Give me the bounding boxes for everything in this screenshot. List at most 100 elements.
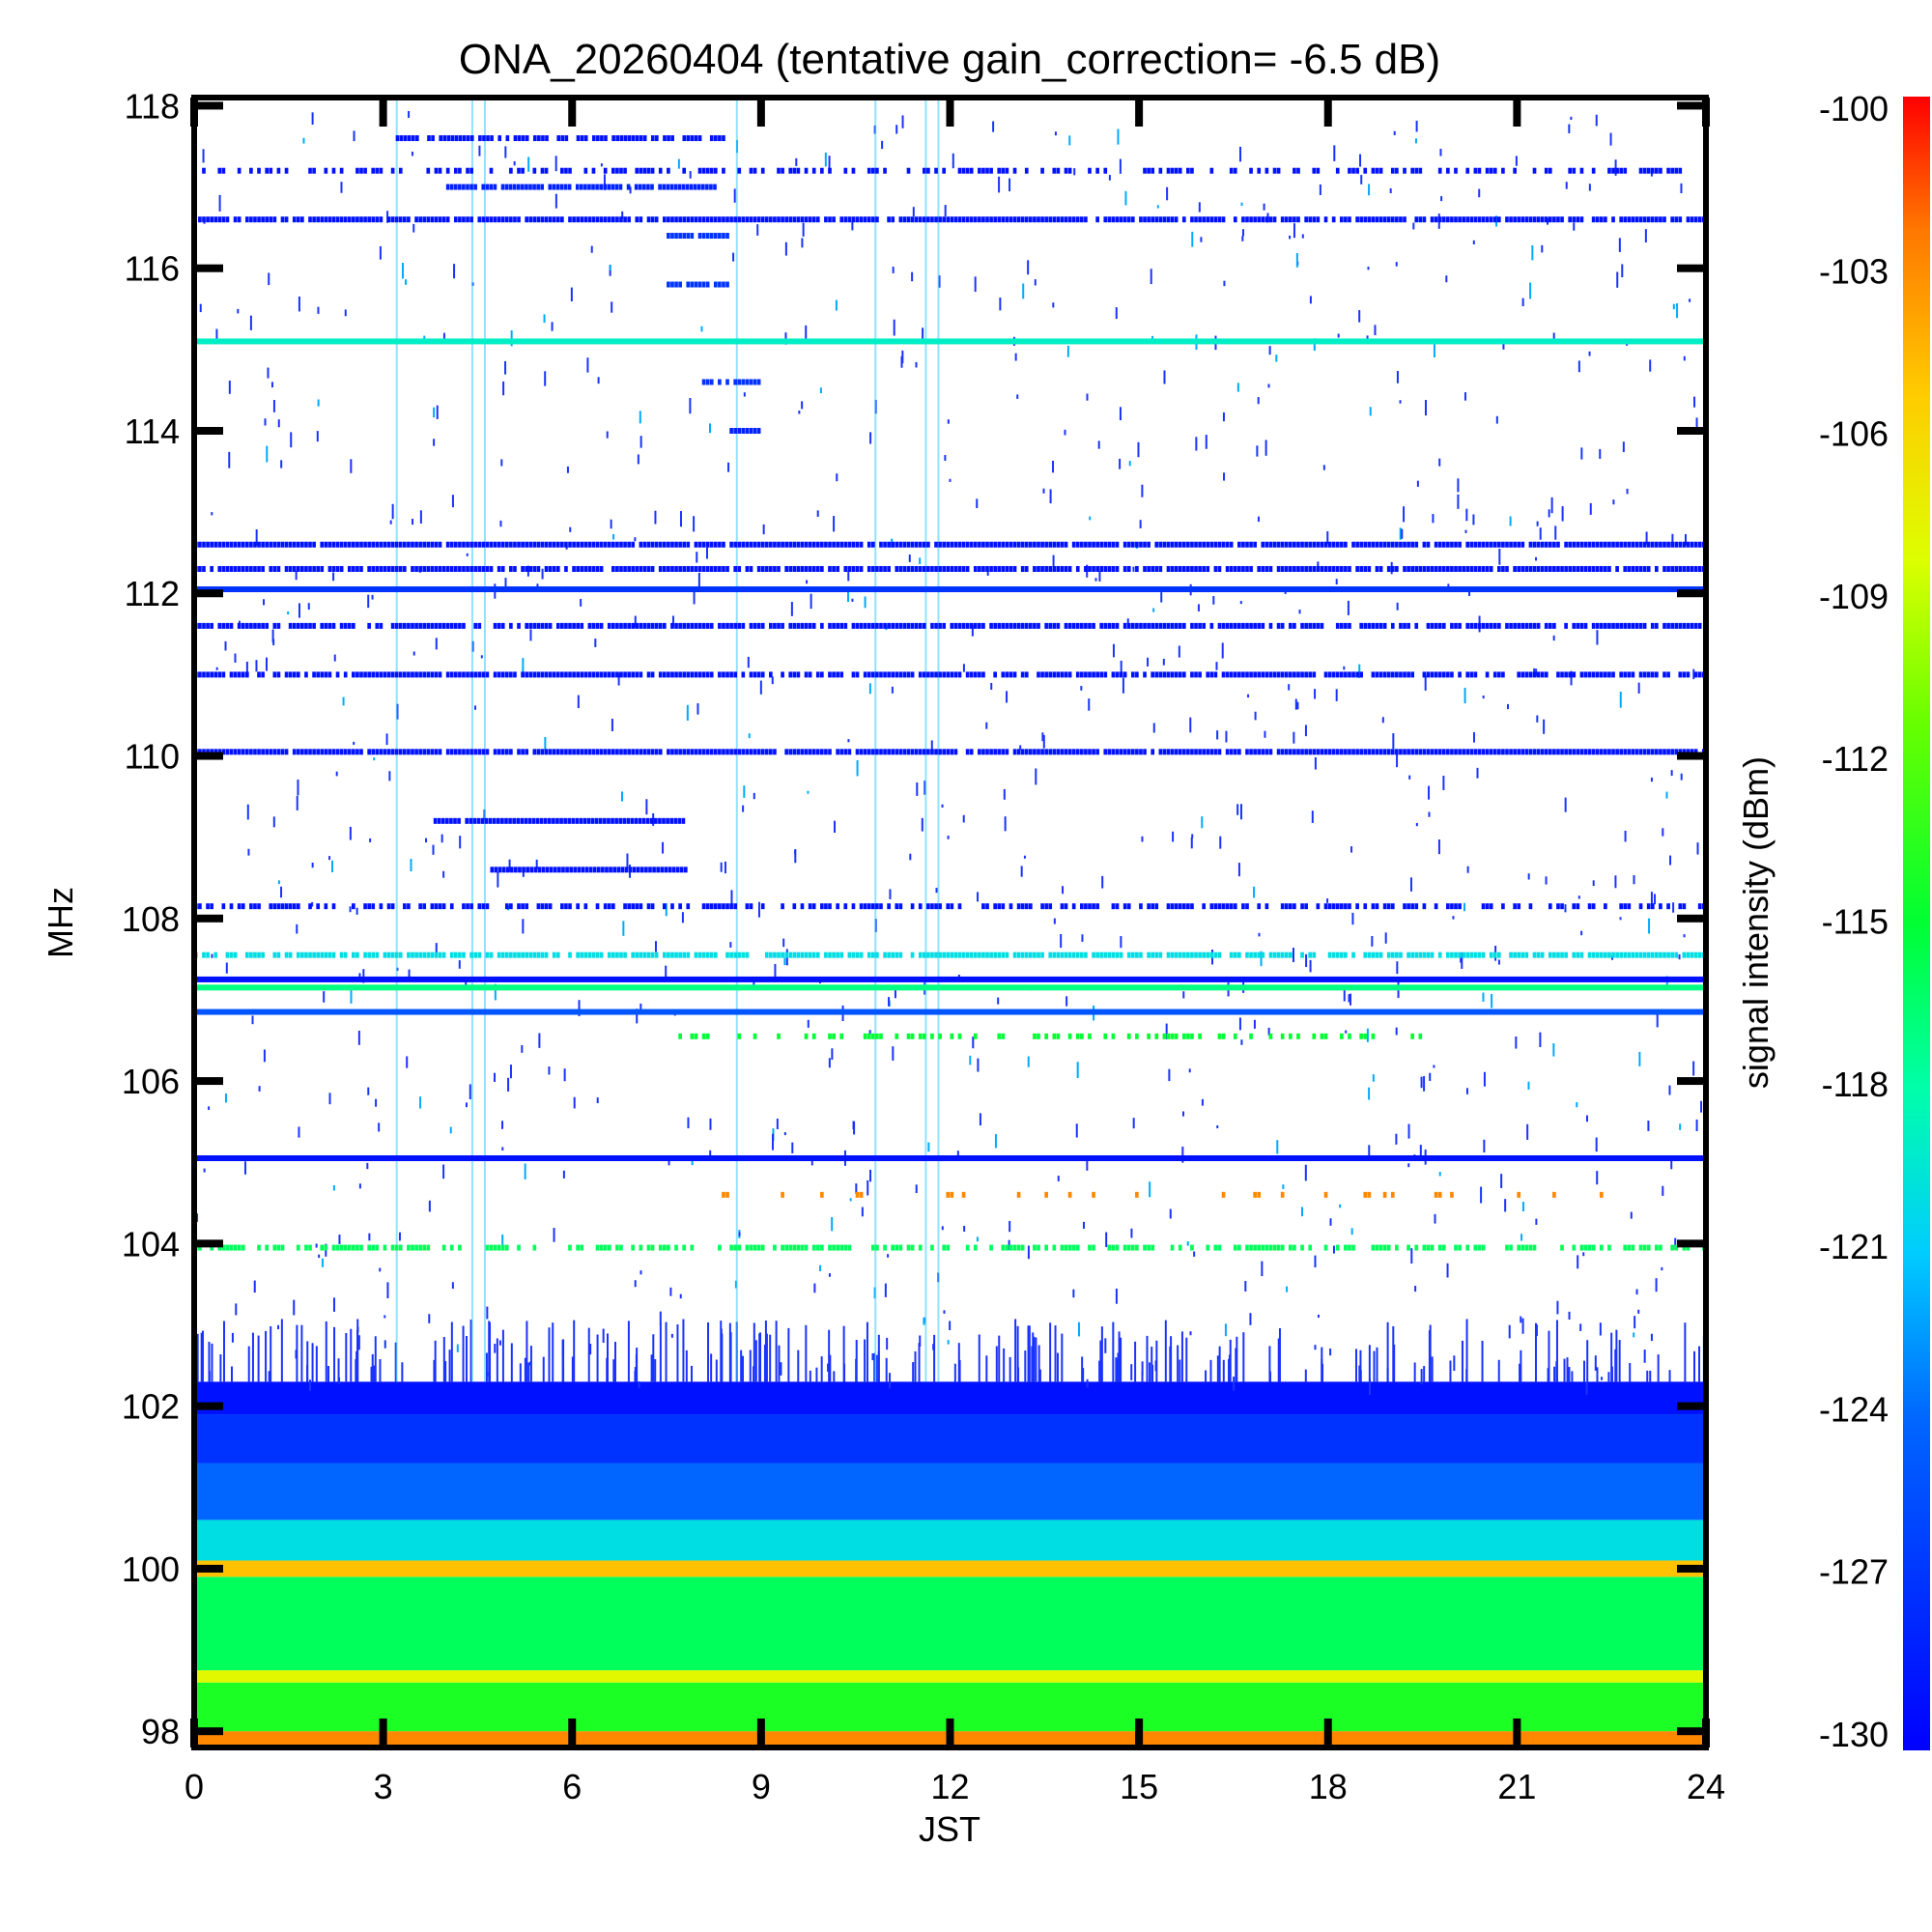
noise-speck [1442, 776, 1445, 790]
noise-speck [1502, 343, 1505, 350]
noise-speck [196, 1213, 199, 1222]
noise-spike [247, 1346, 250, 1382]
noise-speck [1396, 602, 1399, 611]
noise-speck [1695, 1119, 1698, 1131]
noise-speck [609, 264, 611, 271]
noise-speck [554, 193, 557, 209]
noise-speck [298, 1126, 300, 1138]
noise-speck [909, 853, 912, 861]
noise-speck [1305, 953, 1308, 967]
noise-speck [435, 943, 438, 955]
noise-speck [1665, 791, 1668, 799]
noise-speck [729, 942, 732, 948]
noise-spike [607, 1333, 610, 1382]
noise-spike [1216, 1355, 1219, 1382]
noise-speck [317, 306, 320, 314]
noise-speck [994, 1134, 997, 1149]
noise-speck [611, 301, 613, 313]
noise-speck [1082, 1221, 1085, 1229]
noise-speck [243, 1161, 246, 1175]
noise-speck [1526, 1123, 1529, 1140]
noise-speck [679, 511, 682, 527]
y-tick-label: 114 [125, 412, 180, 451]
noise-speck [513, 160, 516, 166]
station-line-107.15 [194, 984, 1706, 991]
noise-speck [1595, 114, 1598, 127]
noise-speck [1693, 396, 1696, 408]
noise-speck [1066, 345, 1069, 357]
noise-speck [1086, 1155, 1089, 1171]
noise-spike [371, 1353, 374, 1382]
noise-spike [1304, 1369, 1307, 1382]
noise-speck [266, 445, 269, 463]
noise-speck [379, 1267, 382, 1272]
noise-speck [1420, 1076, 1423, 1089]
x-tick-label: 0 [185, 1767, 204, 1806]
noise-spike [1615, 1329, 1618, 1382]
noise-spike [1566, 1357, 1569, 1382]
noise-spike [742, 1355, 745, 1382]
noise-speck [349, 826, 352, 840]
noise-speck [453, 264, 456, 279]
colorbar-tick-label: -106 [1819, 414, 1889, 454]
noise-speck [1350, 1228, 1353, 1236]
noise-spike [251, 1332, 254, 1382]
noise-speck [732, 252, 735, 262]
noise-speck [1437, 839, 1440, 855]
noise-speck [1256, 445, 1259, 457]
noise-spike [978, 1334, 980, 1382]
noise-speck [478, 145, 481, 156]
station-line-114 [729, 427, 761, 434]
noise-speck [679, 1293, 682, 1299]
noise-speck [1662, 828, 1664, 837]
noise-speck [603, 174, 606, 190]
noise-speck [634, 537, 637, 542]
noise-spike [676, 1324, 679, 1382]
noise-speck [1389, 187, 1392, 194]
noise-spike [325, 1321, 327, 1382]
noise-speck [997, 997, 1000, 1005]
noise-speck [1298, 610, 1301, 614]
noise-spike [448, 1350, 451, 1382]
noise-speck [974, 276, 977, 293]
noise-speck [681, 912, 684, 923]
x-tick-label: 3 [374, 1767, 393, 1806]
noise-speck [747, 656, 750, 668]
noise-speck [1520, 1234, 1523, 1241]
noise-speck [1151, 335, 1154, 341]
noise-speck [1282, 1184, 1285, 1189]
noise-speck [1062, 886, 1065, 895]
noise-speck [1438, 458, 1441, 467]
noise-speck [442, 332, 445, 344]
noise-speck [1314, 756, 1317, 770]
noise-speck [298, 603, 300, 618]
station-line-108.6 [490, 867, 688, 873]
noise-spike [753, 1366, 755, 1382]
noise-speck [1468, 591, 1471, 597]
noise-speck [669, 1287, 672, 1296]
noise-speck [849, 1198, 852, 1202]
noise-spike [958, 1359, 961, 1382]
noise-speck [801, 401, 804, 410]
noise-spike [450, 1321, 453, 1382]
noise-speck [344, 309, 347, 317]
noise-speck [1368, 1087, 1371, 1100]
noise-speck [1081, 934, 1084, 942]
interference-streak [395, 98, 398, 1382]
noise-spike [1321, 1358, 1323, 1382]
noise-speck [553, 1228, 555, 1242]
noise-speck [1329, 1218, 1332, 1226]
noise-speck [911, 271, 914, 282]
noise-speck [371, 594, 374, 600]
noise-speck [1198, 202, 1201, 213]
noise-speck [1424, 675, 1427, 691]
noise-speck [589, 1344, 592, 1355]
noise-speck [1189, 717, 1192, 733]
noise-speck [1236, 804, 1239, 815]
noise-speck [1689, 298, 1691, 302]
noise-speck [1168, 1068, 1171, 1082]
noise-speck [654, 941, 657, 952]
noise-spike [200, 1332, 203, 1382]
noise-speck [1601, 1377, 1604, 1380]
noise-speck [709, 1118, 712, 1130]
